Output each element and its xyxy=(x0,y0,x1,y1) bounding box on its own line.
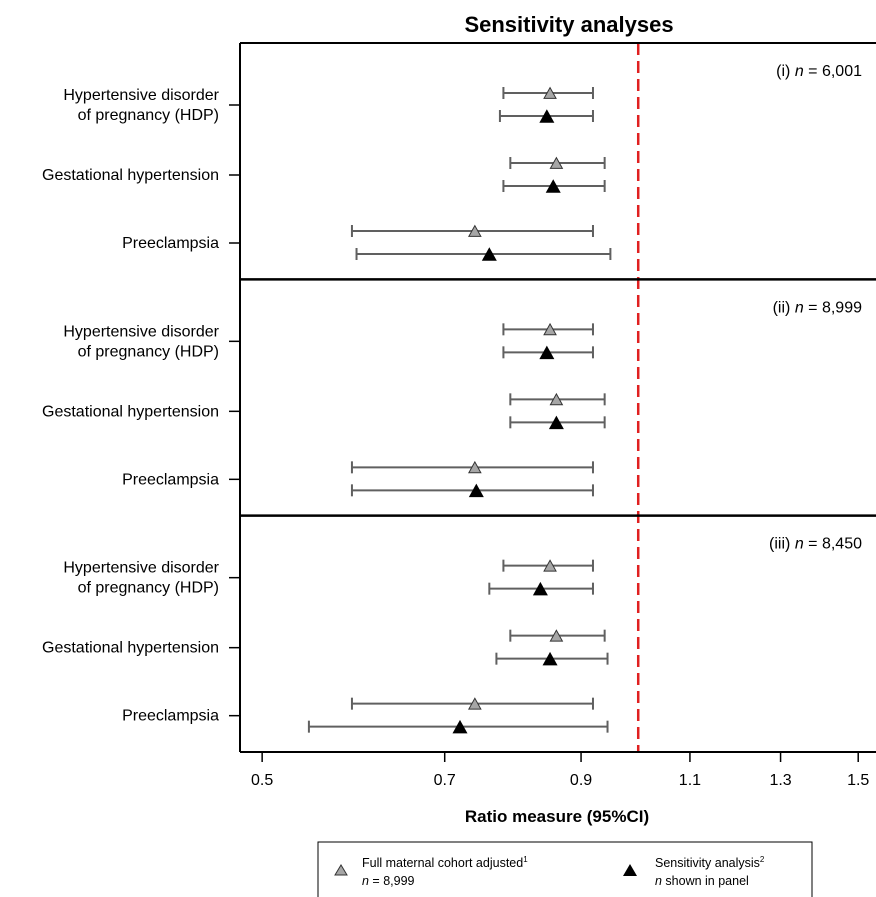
x-tick-label: 1.3 xyxy=(769,772,791,789)
category-label: Preeclampsia xyxy=(122,235,219,252)
category-label-line: of pregnancy (HDP) xyxy=(78,343,219,360)
legend-full-n-value: = 8,999 xyxy=(369,874,415,888)
x-tick-label: 0.5 xyxy=(251,772,273,789)
x-tick-label: 0.9 xyxy=(570,772,592,789)
category-label-line: of pregnancy (HDP) xyxy=(78,107,219,124)
category-label: Hypertensive disorder of pregnancy (HDP) xyxy=(63,560,219,597)
category-label: Gestational hypertension xyxy=(42,640,219,657)
category-label: Preeclampsia xyxy=(122,471,219,488)
legend-item-full-n: n = 8,999 xyxy=(362,874,415,888)
category-label-line: Preeclampsia xyxy=(122,471,219,488)
legend-sens-n-value: shown in panel xyxy=(662,874,749,888)
chart-title: Sensitivity analyses xyxy=(464,12,673,37)
legend-full-n: n xyxy=(362,874,369,888)
panel-1-label: (i) n = 6,001 xyxy=(776,63,862,80)
category-label-line: Preeclampsia xyxy=(122,235,219,252)
legend-item-sens-n: n shown in panel xyxy=(655,874,749,888)
category-label: Gestational hypertension xyxy=(42,403,219,420)
category-label-line: Hypertensive disorder xyxy=(63,87,219,104)
category-label-line: Preeclampsia xyxy=(122,708,219,725)
legend-sens-n: n xyxy=(655,874,662,888)
legend-item-sens: Sensitivity analysis2 xyxy=(655,855,765,870)
x-tick-label: 0.7 xyxy=(434,772,456,789)
legend: Full maternal cohort adjusted1 n = 8,999… xyxy=(318,842,812,897)
legend-item-full: Full maternal cohort adjusted1 xyxy=(362,855,528,870)
panel-label-value: = 6,001 xyxy=(804,63,862,80)
category-label-line: Hypertensive disorder xyxy=(63,560,219,577)
panel-3-label: (iii) n = 8,450 xyxy=(769,536,862,553)
category-label: Preeclampsia xyxy=(122,708,219,725)
panel-1: (i) n = 6,001 Hypertensive disorder of pre… xyxy=(42,63,862,261)
category-label-line: Hypertensive disorder xyxy=(63,323,219,340)
panel-label-n: n xyxy=(795,63,804,80)
legend-full-sup: 1 xyxy=(523,855,528,864)
panel-3: (iii) n = 8,450 Hypertensive disorder of p… xyxy=(42,536,862,734)
panel-label-prefix: (i) xyxy=(776,63,795,80)
panel-2-label: (ii) n = 8,999 xyxy=(773,299,863,316)
category-label-line: Gestational hypertension xyxy=(42,167,219,184)
category-label: Hypertensive disorder of pregnancy (HDP) xyxy=(63,87,219,124)
panel-label-n: n xyxy=(795,299,804,316)
legend-sens-name: Sensitivity analysis xyxy=(655,856,760,870)
panel-label-prefix: (ii) xyxy=(773,299,795,316)
category-label: Gestational hypertension xyxy=(42,167,219,184)
panel-2: (ii) n = 8,999 Hypertensive disorder of pr… xyxy=(42,299,862,497)
x-axis-label: Ratio measure (95%CI) xyxy=(465,807,649,826)
category-label-line: Gestational hypertension xyxy=(42,640,219,657)
legend-sens-sup: 2 xyxy=(760,855,765,864)
category-label-line: of pregnancy (HDP) xyxy=(78,580,219,597)
panel-label-n: n xyxy=(795,536,804,553)
panel-label-value: = 8,999 xyxy=(804,299,862,316)
legend-full-name: Full maternal cohort adjusted xyxy=(362,856,523,870)
category-label: Hypertensive disorder of pregnancy (HDP) xyxy=(63,323,219,360)
x-tick-label: 1.5 xyxy=(847,772,869,789)
panel-label-prefix: (iii) xyxy=(769,536,795,553)
x-tick-label: 1.1 xyxy=(679,772,701,789)
category-label-line: Gestational hypertension xyxy=(42,403,219,420)
panel-label-value: = 8,450 xyxy=(804,536,862,553)
